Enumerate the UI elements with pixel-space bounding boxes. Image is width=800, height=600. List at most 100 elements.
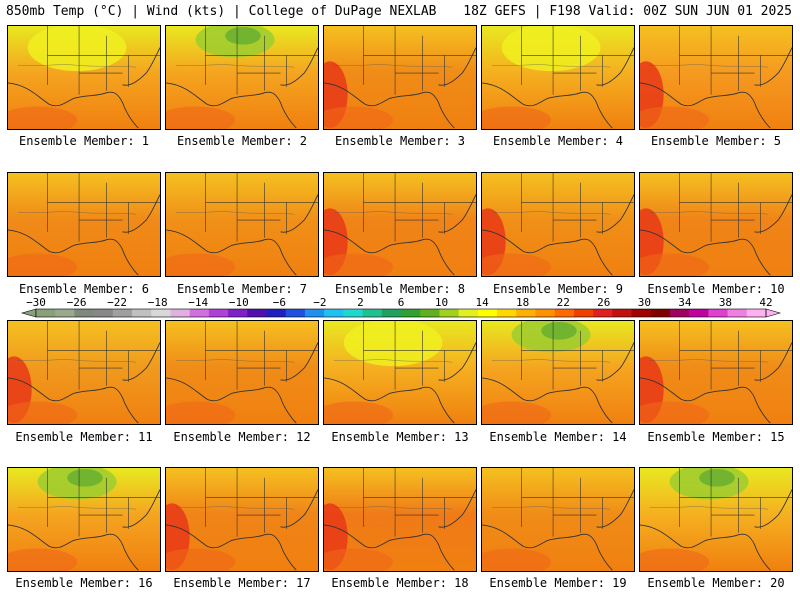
ensemble-member-panel [323, 320, 477, 425]
ensemble-member-panel [323, 172, 477, 277]
ensemble-member-panel [481, 172, 635, 277]
temperature-map [482, 26, 634, 129]
ensemble-member-label: Ensemble Member: 5 [650, 134, 782, 148]
ensemble-member-panel [481, 467, 635, 572]
colorbar-swatch [74, 309, 95, 317]
ensemble-member-panel [7, 25, 161, 130]
temperature-map [640, 173, 792, 276]
colorbar-tick-label: 6 [398, 296, 405, 309]
colorbar-tick-label: 14 [475, 296, 489, 309]
ensemble-member-panel [7, 172, 161, 277]
colorbar-swatch [439, 309, 460, 317]
temperature-map [8, 173, 160, 276]
colorbar-swatch [93, 309, 114, 317]
colorbar-swatch [151, 309, 171, 317]
ensemble-member-panel [639, 172, 793, 277]
ensemble-member-label: Ensemble Member: 3 [334, 134, 466, 148]
temperature-map [324, 26, 476, 129]
ensemble-member-panel [481, 320, 635, 425]
colorbar-tick-label: −30 [26, 296, 46, 309]
ensemble-member-label: Ensemble Member: 2 [176, 134, 308, 148]
ensemble-member-panel [481, 25, 635, 130]
ensemble-member-panel [639, 320, 793, 425]
temperature-map [482, 468, 634, 571]
ensemble-member-panel [639, 467, 793, 572]
colorbar-swatch [593, 309, 613, 317]
ensemble-member-panel [323, 25, 477, 130]
colorbar-tick-label: −6 [273, 296, 286, 309]
ensemble-member-label: Ensemble Member: 17 [173, 576, 311, 590]
temperature-map [640, 468, 792, 571]
colorbar-tick-label: 18 [516, 296, 529, 309]
ensemble-member-panel [165, 467, 319, 572]
colorbar-swatch [228, 309, 248, 317]
temperature-map [166, 26, 318, 129]
colorbar-swatch [458, 309, 479, 317]
ensemble-member-label: Ensemble Member: 7 [176, 282, 308, 296]
ensemble-member-label: Ensemble Member: 6 [18, 282, 150, 296]
colorbar-tick-label: −18 [148, 296, 168, 309]
ensemble-member-label: Ensemble Member: 19 [489, 576, 627, 590]
ensemble-member-label: Ensemble Member: 16 [15, 576, 153, 590]
ensemble-member-panel [639, 25, 793, 130]
ensemble-member-label: Ensemble Member: 4 [492, 134, 624, 148]
temperature-map [166, 468, 318, 571]
colorbar-svg: −30 −26 −22 −18 −14 −10 −6 −2 2 6 10 14 18 22 26 30 34 38… [20, 296, 782, 318]
colorbar-swatch [55, 309, 75, 317]
ensemble-member-label: Ensemble Member: 18 [331, 576, 469, 590]
colorbar-swatch [362, 309, 383, 317]
ensemble-member-label: Ensemble Member: 9 [492, 282, 624, 296]
colorbar-swatch [420, 309, 440, 317]
colorbar-tick-label: 22 [557, 296, 570, 309]
temperature-map [324, 468, 476, 571]
temperature-map [8, 26, 160, 129]
colorbar-tick-label: 30 [638, 296, 651, 309]
colorbar-swatch [285, 309, 306, 317]
ensemble-member-panel [165, 320, 319, 425]
colorbar-swatch [612, 309, 633, 317]
map-title: 850mb Temp (°C) | Wind (kts) | College o… [6, 4, 437, 19]
colorbar-tick-label: 38 [719, 296, 732, 309]
ensemble-member-panel [165, 25, 319, 130]
ensemble-member-label: Ensemble Member: 20 [647, 576, 785, 590]
colorbar-swatch [477, 309, 498, 317]
temperature-map [482, 321, 634, 424]
colorbar-swatch [535, 309, 556, 317]
ensemble-member-label: Ensemble Member: 14 [489, 430, 627, 444]
temperature-map [8, 468, 160, 571]
colorbar-swatch [381, 309, 402, 317]
colorbar-swatch [516, 309, 536, 317]
temperature-map [482, 173, 634, 276]
colorbar-tick-label: 10 [435, 296, 448, 309]
colorbar-left-arrow [20, 308, 37, 318]
temperature-map [8, 321, 160, 424]
colorbar-swatch [497, 309, 517, 317]
colorbar-swatch [708, 309, 729, 317]
temperature-map [166, 321, 318, 424]
colorbar-swatch [247, 309, 268, 317]
colorbar-tick-label: −2 [313, 296, 326, 309]
colorbar-swatch [132, 309, 152, 317]
colorbar-swatch [266, 309, 287, 317]
colorbar-tick-label: −14 [188, 296, 208, 309]
colorbar-right-arrow [765, 308, 782, 318]
colorbar-tick-label: 26 [597, 296, 610, 309]
colorbar-swatch [746, 309, 767, 317]
colorbar-swatch [208, 309, 229, 317]
colorbar-swatch [304, 309, 325, 317]
colorbar-swatch [189, 309, 210, 317]
ensemble-member-panel [7, 467, 161, 572]
ensemble-member-label: Ensemble Member: 1 [18, 134, 150, 148]
colorbar-swatch [401, 309, 421, 317]
colorbar-tick-label: −26 [67, 296, 87, 309]
colorbar-swatch [689, 309, 709, 317]
temperature-map [640, 321, 792, 424]
ensemble-member-label: Ensemble Member: 15 [647, 430, 785, 444]
colorbar-swatch [554, 309, 575, 317]
ensemble-member-label: Ensemble Member: 12 [173, 430, 311, 444]
colorbar-swatch [324, 309, 344, 317]
temperature-map [640, 26, 792, 129]
colorbar-swatch [727, 309, 748, 317]
colorbar-swatch [573, 309, 594, 317]
colorbar-swatch [631, 309, 652, 317]
